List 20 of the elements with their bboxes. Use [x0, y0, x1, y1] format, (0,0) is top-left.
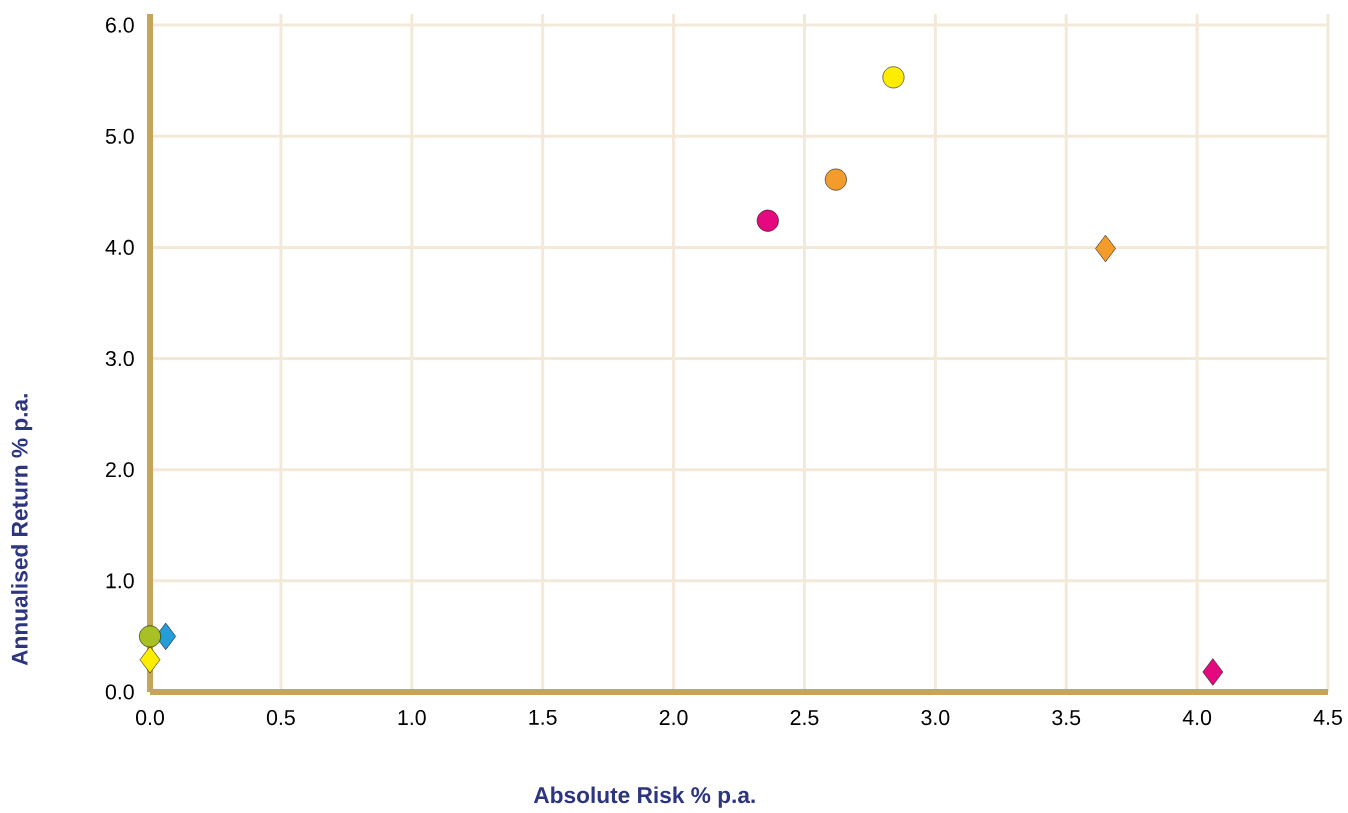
y-tick-label: 6.0	[106, 17, 134, 33]
x-tick-label: 4.5	[1313, 710, 1342, 725]
x-tick-label: 3.0	[921, 710, 950, 726]
y-tick-label: 4.0	[105, 239, 134, 255]
x-axis-title: Absolute Risk % p.a.	[533, 786, 755, 808]
x-tick-label: 0.5	[266, 710, 295, 726]
y-tick-label: 3.0	[105, 351, 134, 367]
x-tick-label: 1.5	[529, 710, 557, 725]
y-tick-label: 2.0	[106, 462, 134, 478]
y-tick-label: 5.0	[105, 128, 134, 144]
point	[139, 625, 161, 648]
y-axis-title: Annualised Return % p.a.	[11, 394, 33, 666]
x-tick-label: 4.0	[1182, 710, 1212, 726]
x-tick-label: 1.0	[398, 710, 426, 726]
y-tick-label: 1.0	[106, 573, 134, 589]
y-tick-label: 0.0	[105, 684, 134, 700]
x-tick-label: 2.0	[659, 710, 688, 726]
x-tick-label: 3.5	[1052, 710, 1081, 726]
x-tick-label: 0.0	[136, 710, 164, 726]
x-tick-label: 2.5	[790, 710, 819, 726]
